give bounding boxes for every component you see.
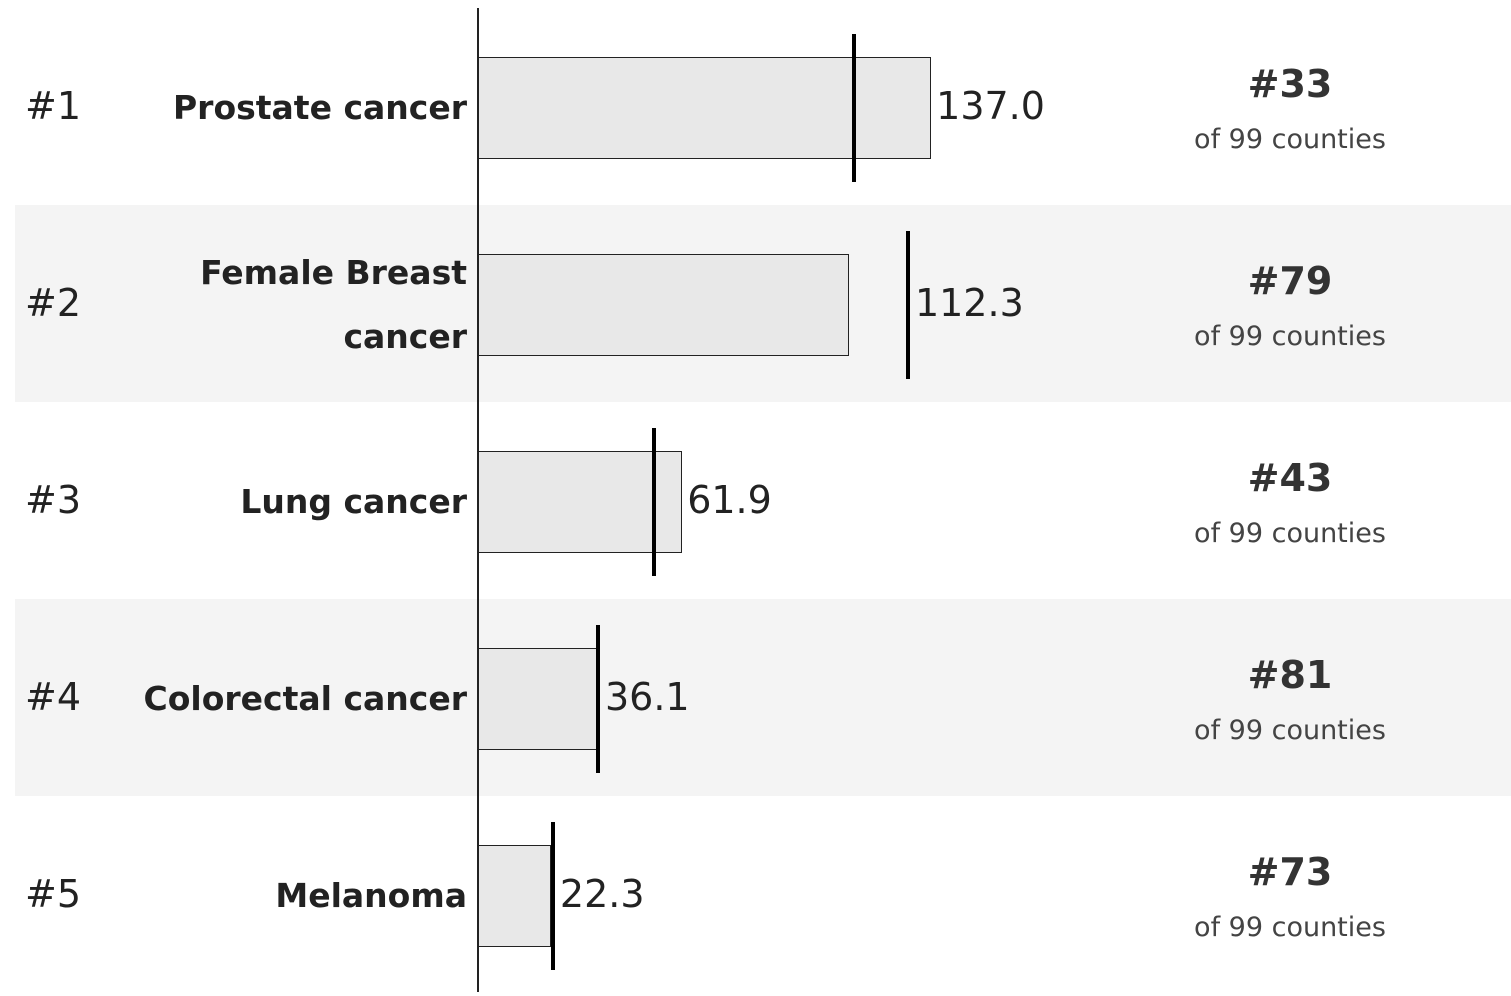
marker — [905, 231, 910, 379]
value-label: 61.9 — [687, 478, 772, 522]
bar — [477, 845, 551, 947]
category-label: Female Breast cancer — [200, 253, 467, 356]
county-rank: #33 — [1247, 62, 1333, 106]
category-label: Colorectal cancer — [143, 679, 467, 718]
county-note: of 99 counties — [1194, 124, 1386, 155]
county-note: of 99 counties — [1194, 912, 1386, 943]
row-rank: #1 — [25, 84, 82, 128]
category-label: Lung cancer — [240, 482, 467, 521]
row-band — [15, 599, 1511, 796]
row-rank: #4 — [25, 675, 82, 719]
county-rank: #79 — [1247, 259, 1333, 303]
marker — [652, 428, 657, 576]
bar — [477, 451, 683, 553]
value-label: 22.3 — [559, 872, 645, 916]
county-note: of 99 counties — [1194, 518, 1386, 549]
county-rank: #81 — [1247, 653, 1333, 697]
row-rank: #3 — [25, 478, 82, 522]
marker — [550, 822, 555, 970]
category-label: Prostate cancer — [172, 88, 467, 127]
category-label: Melanoma — [275, 876, 467, 915]
row-rank: #2 — [25, 281, 82, 325]
bar — [477, 648, 597, 750]
value-label: 137.0 — [936, 84, 1045, 128]
row-rank: #5 — [25, 872, 82, 916]
value-label: 112.3 — [914, 281, 1024, 325]
bar — [477, 254, 850, 356]
county-note: of 99 counties — [1194, 715, 1386, 746]
value-label: 36.1 — [605, 675, 690, 719]
county-rank: #43 — [1247, 456, 1333, 500]
axis-line — [477, 8, 479, 992]
marker — [596, 625, 600, 773]
bar — [477, 57, 932, 159]
county-rank: #73 — [1247, 850, 1333, 894]
county-note: of 99 counties — [1194, 321, 1386, 352]
marker — [851, 34, 856, 182]
